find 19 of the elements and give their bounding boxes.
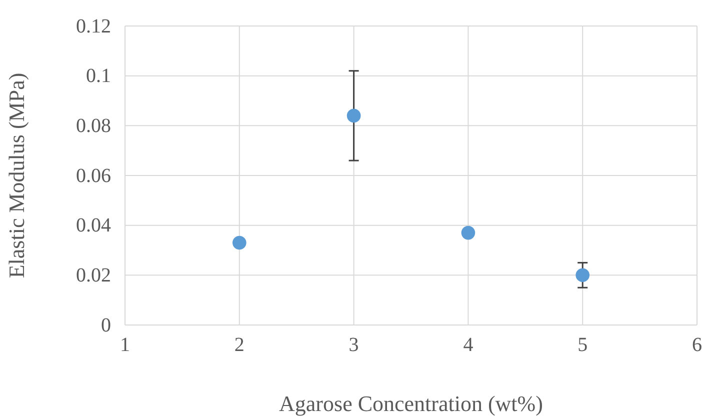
y-tick-label: 0.08 (76, 115, 111, 138)
x-tick-label: 1 (120, 334, 130, 356)
point (346, 108, 361, 123)
y-tick-label: 0 (101, 314, 111, 336)
x-axis-title: Agarose Concentration (wt%) (279, 391, 543, 416)
point (232, 236, 246, 250)
y-axis-title: Elastic Modulus (MPa) (4, 72, 29, 278)
x-tick-label: 5 (578, 334, 588, 356)
y-tick-label: 0.02 (76, 264, 111, 287)
x-tick-label: 4 (463, 334, 474, 356)
x-tick-label: 2 (234, 334, 244, 356)
point (576, 268, 590, 282)
x-tick-label: 6 (692, 334, 702, 356)
x-tick-label: 3 (348, 334, 359, 356)
point (461, 226, 476, 240)
y-tick-label: 0.06 (76, 164, 111, 187)
y-tick-label: 0.12 (76, 15, 111, 38)
y-tick-label: 0.1 (86, 65, 111, 88)
y-tick-label: 0.04 (76, 214, 111, 237)
